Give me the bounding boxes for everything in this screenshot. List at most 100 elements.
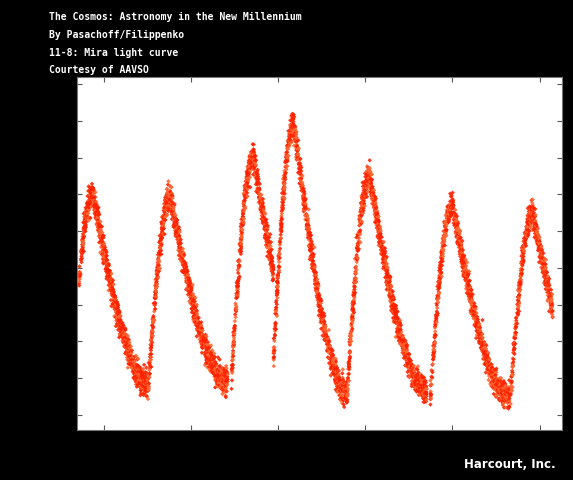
Point xyxy=(287,125,296,132)
Point xyxy=(449,201,458,209)
Point xyxy=(356,204,366,212)
Point xyxy=(486,366,496,374)
Point xyxy=(300,197,309,204)
Point xyxy=(331,362,340,370)
Point xyxy=(151,276,160,283)
Point xyxy=(296,175,305,182)
Point xyxy=(496,377,505,385)
Point xyxy=(435,269,445,276)
Point xyxy=(393,324,402,332)
Point xyxy=(362,177,371,184)
Point xyxy=(265,253,274,261)
Point xyxy=(166,199,175,206)
Point xyxy=(107,278,116,286)
Point xyxy=(233,293,242,300)
Point xyxy=(93,220,102,228)
Point xyxy=(281,158,290,166)
Point xyxy=(198,340,207,348)
Point xyxy=(492,380,501,387)
Point xyxy=(410,367,419,375)
Point xyxy=(159,206,168,214)
Point xyxy=(159,221,168,229)
Point xyxy=(505,392,514,400)
Point xyxy=(383,275,392,282)
Point xyxy=(299,195,308,203)
Point xyxy=(86,195,95,203)
Point xyxy=(262,226,272,234)
Point xyxy=(410,383,419,390)
Point xyxy=(163,190,172,198)
Point xyxy=(260,218,269,226)
Point xyxy=(104,266,113,274)
Point xyxy=(191,309,200,317)
Point xyxy=(254,199,263,206)
Point xyxy=(537,251,547,259)
Point xyxy=(332,383,342,390)
Point xyxy=(403,341,412,349)
Point xyxy=(393,319,402,326)
Point xyxy=(456,247,465,254)
Point xyxy=(454,226,463,234)
Point xyxy=(259,213,268,221)
Point xyxy=(166,195,175,203)
Point xyxy=(421,377,430,384)
Point xyxy=(201,335,210,342)
Point xyxy=(308,262,317,270)
Point xyxy=(437,248,446,256)
Point xyxy=(206,355,215,362)
Point xyxy=(313,287,322,295)
Point xyxy=(531,224,540,231)
Point xyxy=(391,316,401,324)
Point xyxy=(500,392,509,399)
Point xyxy=(171,218,180,226)
Point xyxy=(398,334,407,341)
Point xyxy=(186,288,195,296)
Point xyxy=(232,294,241,302)
Point xyxy=(417,382,426,389)
Point xyxy=(193,307,202,314)
Point xyxy=(305,229,314,237)
Point xyxy=(497,395,507,403)
Point xyxy=(370,199,379,206)
Point xyxy=(124,351,134,359)
Point xyxy=(252,156,261,164)
Point xyxy=(430,333,439,341)
Point xyxy=(470,312,479,320)
Point xyxy=(198,339,207,347)
Point xyxy=(418,384,427,392)
Point xyxy=(215,369,224,376)
Point xyxy=(105,279,115,287)
Point xyxy=(345,338,354,346)
Point xyxy=(427,367,436,374)
Point xyxy=(274,254,284,262)
Point xyxy=(321,336,330,344)
Point xyxy=(79,218,88,226)
Point xyxy=(219,373,228,381)
Point xyxy=(229,343,238,350)
Point xyxy=(268,253,277,261)
Point xyxy=(312,286,321,293)
Point xyxy=(462,277,471,285)
Point xyxy=(520,239,529,247)
Point xyxy=(498,395,507,402)
Point xyxy=(487,363,496,371)
Point xyxy=(252,173,261,181)
Point xyxy=(522,227,531,235)
Point xyxy=(377,233,386,241)
Point xyxy=(253,178,262,185)
Point xyxy=(280,172,289,180)
Point xyxy=(279,172,288,180)
Point xyxy=(89,190,98,197)
Point xyxy=(351,270,360,277)
Point xyxy=(382,281,391,289)
Point xyxy=(79,232,88,240)
Point xyxy=(242,173,252,181)
Point xyxy=(113,301,123,309)
Point xyxy=(210,360,219,368)
Point xyxy=(237,237,246,244)
Point xyxy=(210,370,219,378)
Point xyxy=(121,338,131,346)
Point xyxy=(536,252,545,260)
Point xyxy=(268,265,277,273)
Point xyxy=(236,226,245,234)
